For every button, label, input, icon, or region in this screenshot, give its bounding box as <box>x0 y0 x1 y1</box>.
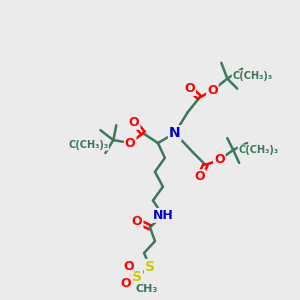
Text: C(CH₃)₃: C(CH₃)₃ <box>238 145 278 155</box>
Text: O: O <box>125 136 136 150</box>
Text: S: S <box>132 270 142 284</box>
Text: C(CH₃)₃: C(CH₃)₃ <box>232 71 272 81</box>
Text: O: O <box>184 82 195 95</box>
Text: O: O <box>194 170 205 183</box>
Text: N: N <box>169 126 181 140</box>
Text: O: O <box>120 277 130 290</box>
Text: O: O <box>214 153 225 167</box>
Text: CH₃: CH₃ <box>136 284 158 294</box>
Text: O: O <box>129 116 140 129</box>
Text: S: S <box>145 260 155 274</box>
Text: C(CH₃)₃: C(CH₃)₃ <box>68 140 108 150</box>
Text: O: O <box>207 84 218 97</box>
Text: NH: NH <box>152 209 173 222</box>
Text: O: O <box>123 260 134 273</box>
Text: O: O <box>132 215 142 228</box>
